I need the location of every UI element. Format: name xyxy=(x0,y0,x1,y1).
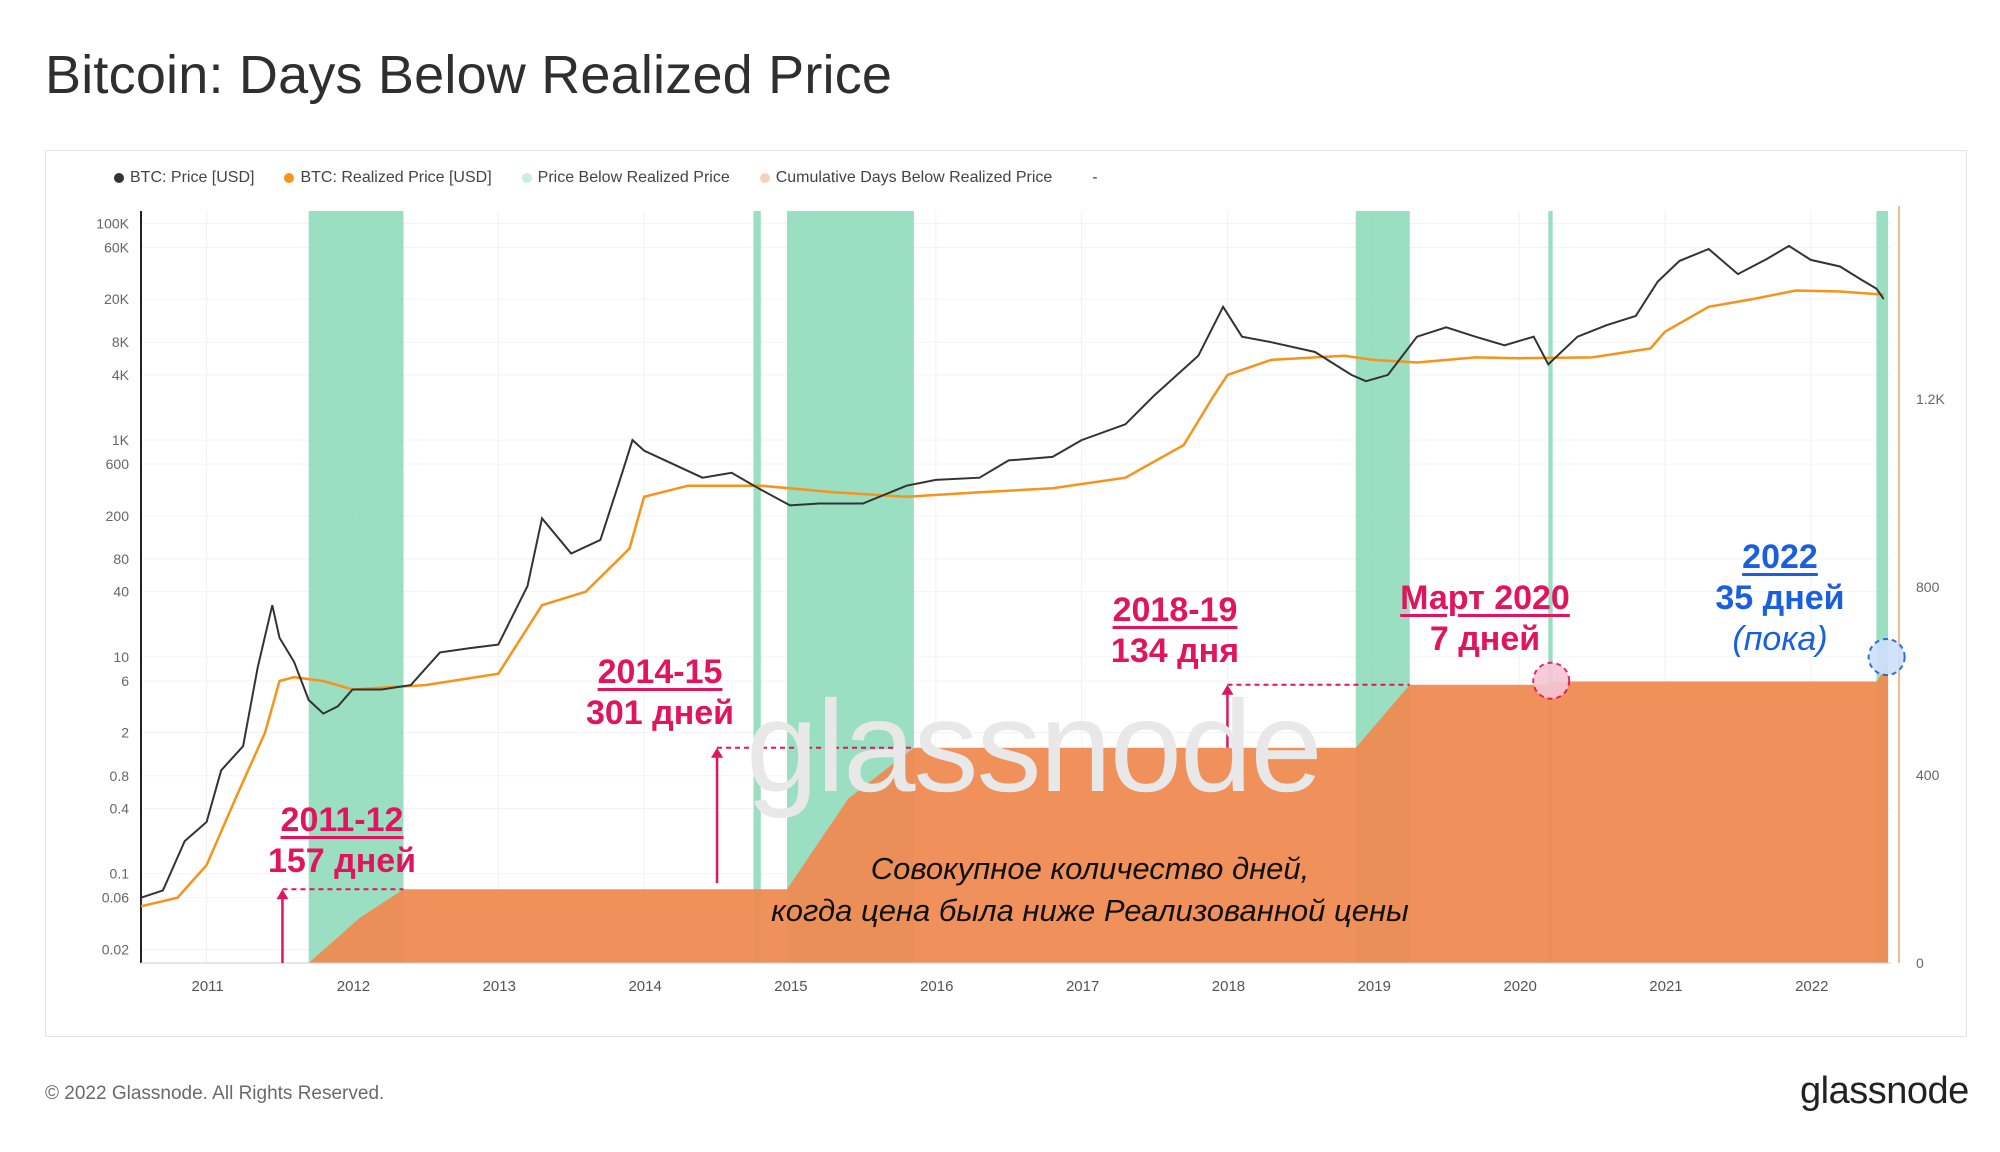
y-tick-label: 600 xyxy=(106,456,130,472)
y-right-tick-label: 0 xyxy=(1916,955,1924,971)
legend-label: Cumulative Days Below Realized Price xyxy=(775,169,1053,186)
annotation-days: 157 дней xyxy=(267,841,417,880)
x-tick-label: 2013 xyxy=(483,978,516,995)
x-tick-label: 2014 xyxy=(628,978,661,995)
y-tick-label: 200 xyxy=(106,508,130,524)
y-tick-label: 0.06 xyxy=(102,890,129,906)
x-tick-label: 2012 xyxy=(337,978,370,995)
annotation-period: 2014-15 xyxy=(597,653,723,691)
legend-dot-icon xyxy=(759,173,770,183)
y-tick-label: 2 xyxy=(121,725,129,741)
annotation-2022: 2022 35 дней (пока) xyxy=(1695,537,1865,659)
y-tick-label: 4K xyxy=(112,367,130,383)
marker-circle-2020 xyxy=(1532,661,1571,700)
chart-svg: 100K 60K 20K 8K 4K 1K 600 200 80 40 10 6 2 0.8 0.4 0.1 0… xyxy=(96,206,1945,995)
legend-item-realized[interactable]: BTC: Realized Price [USD] xyxy=(284,169,492,187)
price-line xyxy=(140,244,1885,899)
annotation-period: 2022 xyxy=(1742,538,1818,576)
below-realized-band xyxy=(308,211,404,963)
y-tick-label: 10 xyxy=(113,649,129,665)
y-tick-label: 8K xyxy=(112,334,130,350)
annotation-2020: Март 2020 7 дней xyxy=(1380,578,1590,660)
annotation-days: 301 дней xyxy=(585,693,735,732)
copyright: © 2022 Glassnode. All Rights Reserved. xyxy=(45,1083,385,1104)
below-realized-band xyxy=(1548,211,1553,963)
arrow-head xyxy=(276,889,289,900)
y-tick-label: 0.02 xyxy=(102,941,129,957)
x-tick-label: 2016 xyxy=(920,978,953,995)
annotation-2014: 2014-15 301 дней xyxy=(570,652,750,734)
y-right-tick-label: 800 xyxy=(1916,579,1940,595)
y-tick-label: 0.4 xyxy=(110,800,130,816)
y-tick-label: 100K xyxy=(96,215,129,231)
x-tick-label: 2018 xyxy=(1212,978,1245,995)
annotation-period: Март 2020 xyxy=(1400,579,1570,617)
arrow-head xyxy=(1221,684,1234,695)
y-tick-label: 40 xyxy=(113,584,129,600)
legend-item-below[interactable]: Price Below Realized Price xyxy=(521,169,730,187)
legend-dot-icon xyxy=(521,173,532,183)
annotation-period: 2018-19 xyxy=(1112,591,1238,629)
y-right-tick-label: 400 xyxy=(1916,767,1940,783)
annotation-days: 134 дня xyxy=(1110,631,1240,670)
x-tick-label: 2017 xyxy=(1066,978,1099,995)
legend-label: BTC: Realized Price [USD] xyxy=(300,169,492,186)
legend: BTC: Price [USD] BTC: Realized Price [US… xyxy=(114,169,1098,187)
y-tick-label: 6 xyxy=(121,673,129,689)
x-tick-label: 2021 xyxy=(1649,978,1682,995)
x-tick-label: 2020 xyxy=(1503,978,1536,995)
page-title: Bitcoin: Days Below Realized Price xyxy=(45,45,893,105)
cumulative-days-area xyxy=(141,665,1889,963)
caption: Совокупное количество дней, когда цена б… xyxy=(730,848,1450,932)
legend-item-empty[interactable]: - xyxy=(1082,169,1097,187)
arrow-head xyxy=(711,747,724,758)
x-tick-label: 2011 xyxy=(191,978,223,995)
annotation-2011: 2011-12 157 дней xyxy=(262,800,422,882)
annotation-days: 7 дней xyxy=(1429,619,1541,658)
legend-item-cumulative[interactable]: Cumulative Days Below Realized Price xyxy=(759,169,1053,187)
annotation-period: 2011-12 xyxy=(280,801,404,839)
legend-label: Price Below Realized Price xyxy=(537,169,730,186)
legend-item-price[interactable]: BTC: Price [USD] xyxy=(114,169,254,187)
y-tick-label: 0.8 xyxy=(110,768,130,784)
annotation-note: (пока) xyxy=(1732,619,1828,658)
x-tick-label: 2015 xyxy=(774,978,807,995)
below-realized-band xyxy=(753,211,761,963)
x-tick-label: 2022 xyxy=(1795,978,1828,995)
legend-dot-icon xyxy=(114,173,124,183)
y-tick-label: 1K xyxy=(112,432,130,448)
y-tick-label: 20K xyxy=(104,291,130,307)
chart-panel: BTC: Price [USD] BTC: Realized Price [US… xyxy=(45,150,1967,1037)
below-realized-band xyxy=(1876,211,1889,963)
annotation-2018: 2018-19 134 дня xyxy=(1085,590,1265,672)
legend-label: BTC: Price [USD] xyxy=(130,169,255,186)
watermark: glassnode xyxy=(746,673,1323,819)
annotation-days: 35 дней xyxy=(1715,578,1845,617)
marker-circle-2022 xyxy=(1867,638,1906,677)
x-tick-label: 2019 xyxy=(1358,978,1391,995)
y-right-tick-label: 1.2K xyxy=(1916,391,1945,407)
y-tick-label: 80 xyxy=(113,551,129,567)
y-tick-label: 60K xyxy=(104,239,130,255)
caption-line: когда цена была ниже Реализованной цены xyxy=(771,892,1409,928)
caption-line: Совокупное количество дней, xyxy=(870,851,1310,886)
y-tick-label: 0.1 xyxy=(110,866,130,882)
realized-price-line xyxy=(140,289,1884,908)
legend-label: - xyxy=(1092,169,1098,186)
legend-dot-icon xyxy=(284,173,295,183)
glassnode-logo: glassnode xyxy=(1800,1070,1969,1112)
